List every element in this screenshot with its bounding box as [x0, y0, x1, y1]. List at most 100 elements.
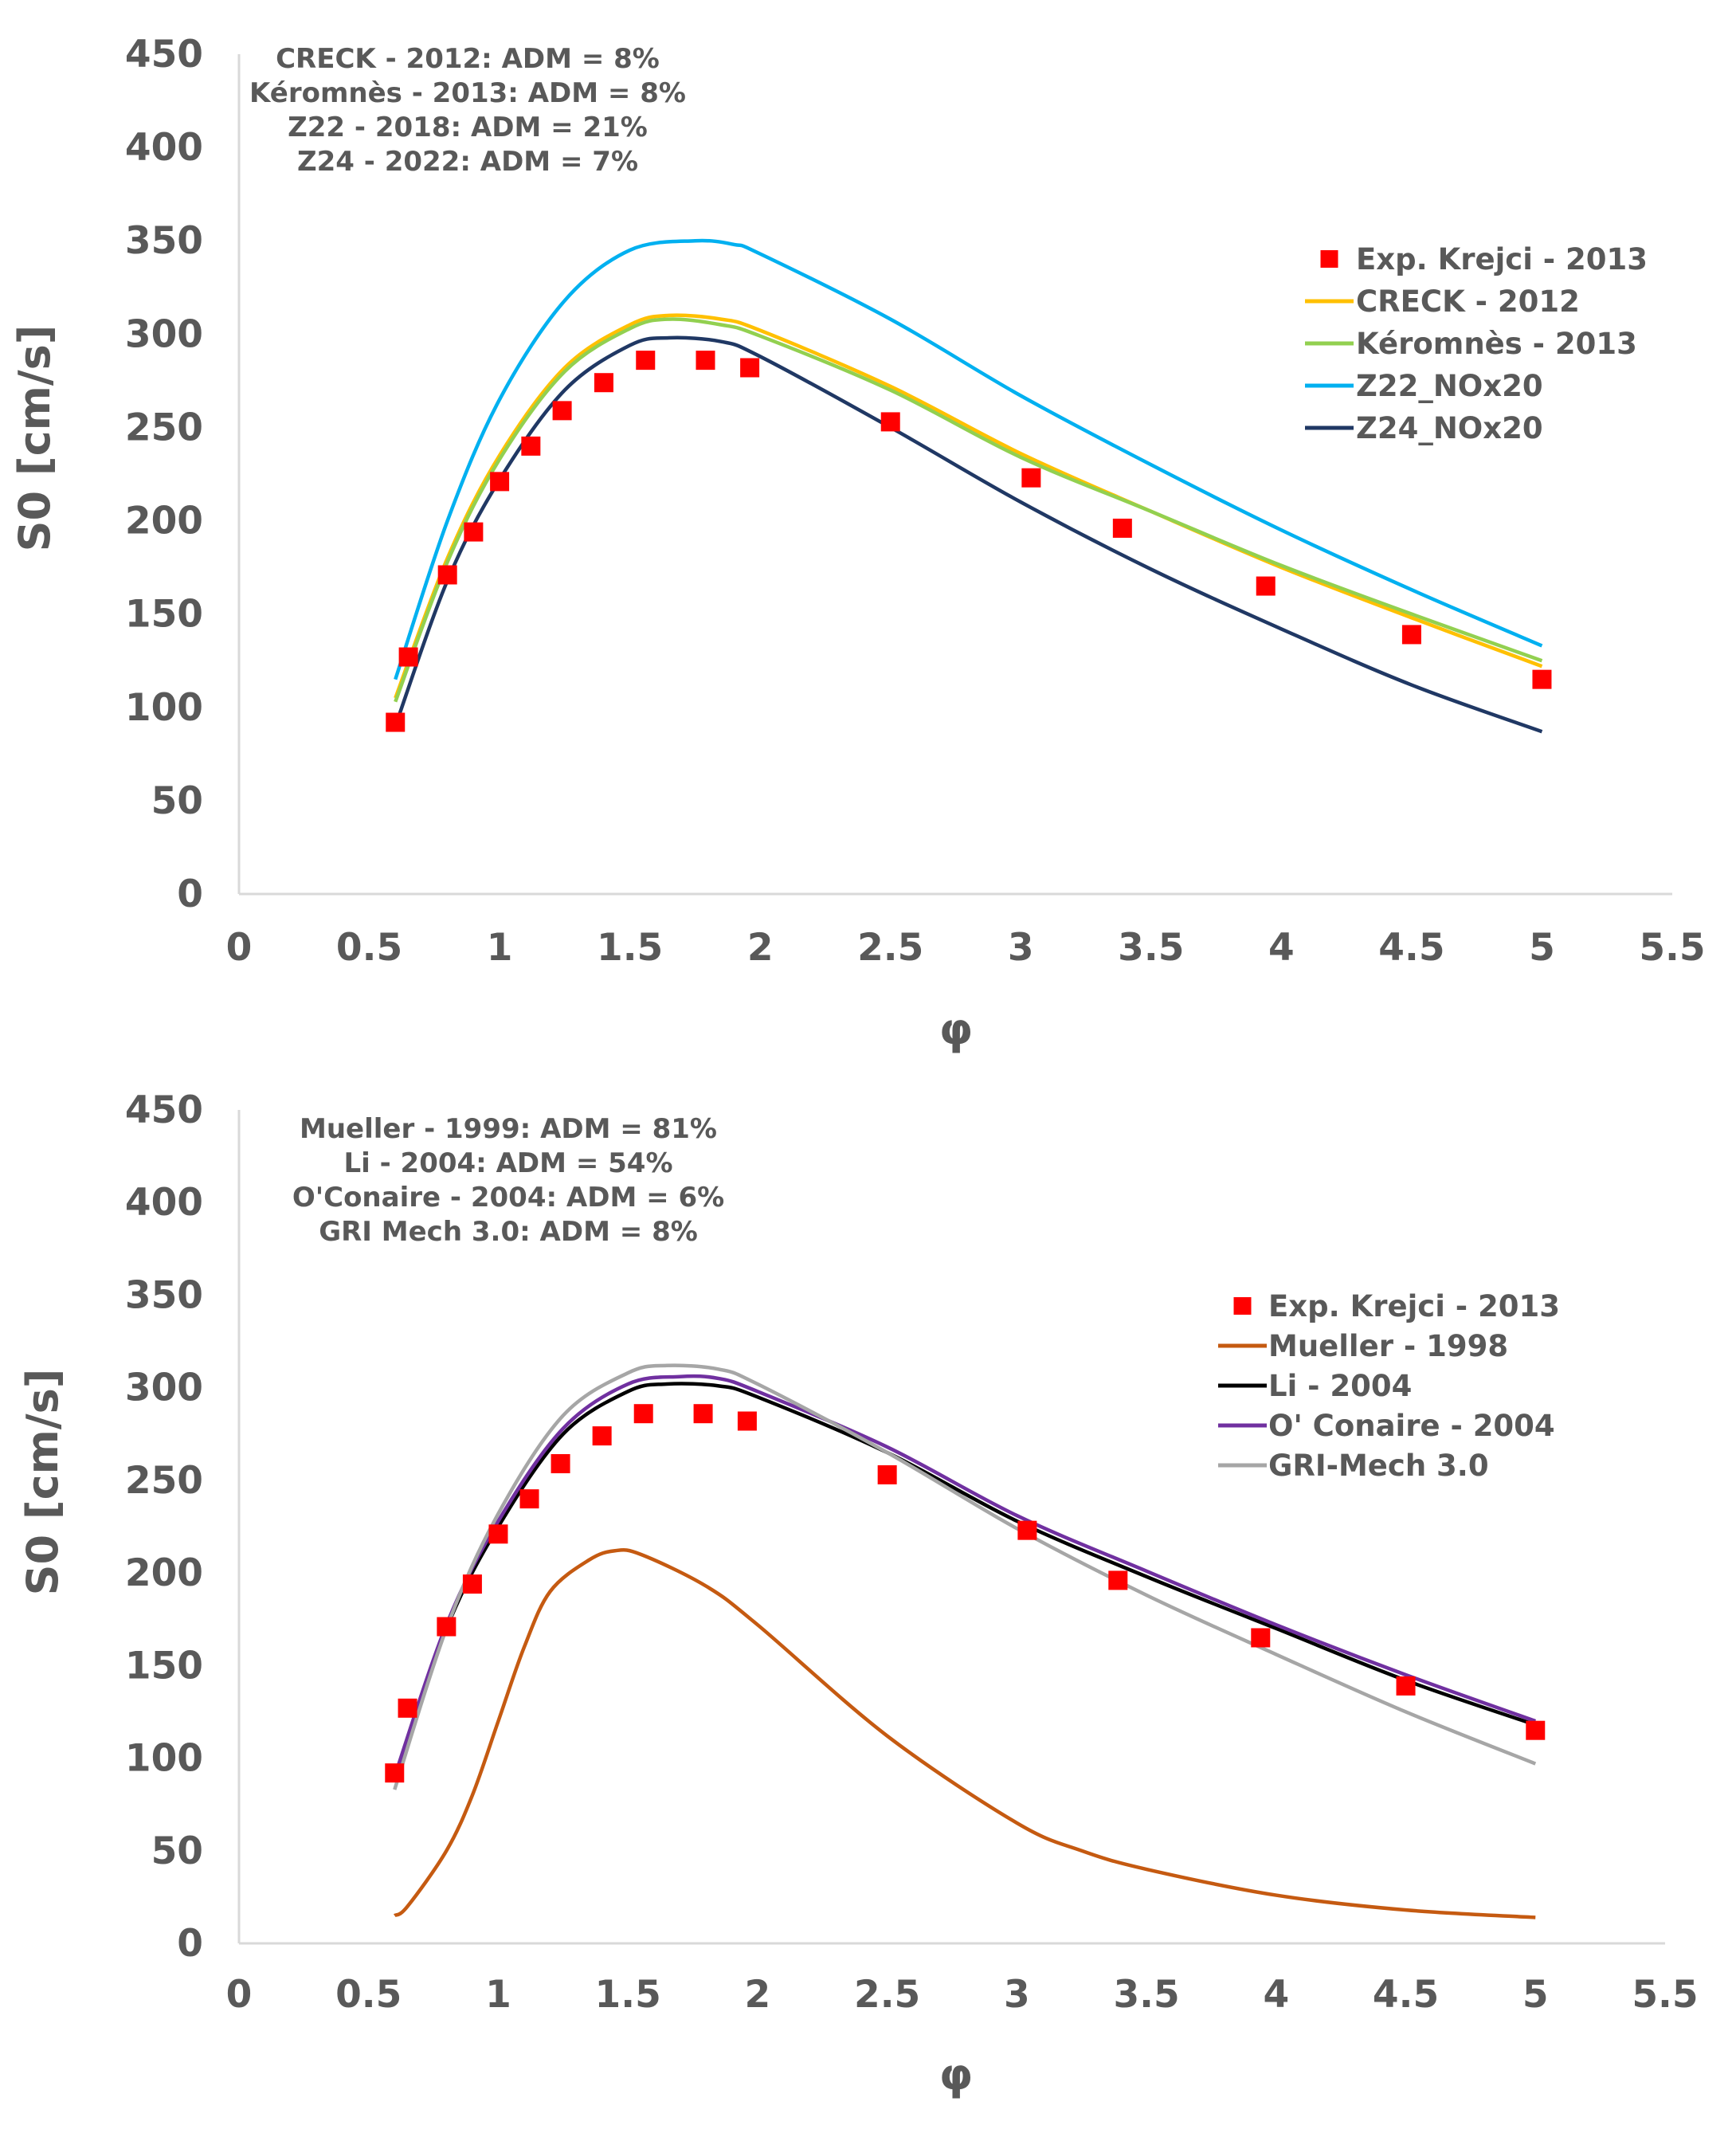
adm-annotation: Li - 2004: ADM = 54%: [343, 1147, 672, 1179]
x-tick-label: 3.5: [1118, 926, 1184, 970]
y-tick-label: 450: [125, 33, 203, 76]
exp-data-point: [437, 1617, 457, 1637]
y-tick-label: 250: [125, 406, 203, 449]
exp-data-point: [1251, 1628, 1271, 1648]
x-tick-label: 4: [1268, 926, 1295, 970]
y-tick-label: 350: [125, 1273, 203, 1317]
x-axis-label: φ: [939, 1004, 973, 1054]
x-tick-label: 5: [1529, 926, 1555, 970]
exp-data-point: [1532, 669, 1552, 689]
y-tick-label: 400: [125, 126, 203, 170]
legend-label: Mueller - 1998: [1268, 1329, 1508, 1363]
legend-label: Z22_NOx20: [1356, 369, 1543, 403]
exp-data-point: [737, 1411, 757, 1431]
exp-data-point: [1256, 576, 1276, 596]
exp-data-point: [437, 565, 457, 585]
exp-data-point: [696, 351, 715, 371]
series-line-o-conaire-2004: [393, 1374, 1537, 1778]
adm-annotation: Mueller - 1999: ADM = 81%: [300, 1113, 717, 1145]
y-tick-label: 150: [125, 1644, 203, 1688]
exp-data-point: [1017, 1520, 1037, 1540]
exp-data-point: [633, 1404, 653, 1424]
legend-label: Z24_NOx20: [1356, 411, 1543, 445]
x-tick-label: 5.5: [1632, 1973, 1698, 2017]
x-tick-label: 1.5: [597, 926, 663, 970]
x-tick-label: 3: [1008, 926, 1034, 970]
y-tick-label: 400: [125, 1181, 203, 1225]
adm-annotation: Z24 - 2022: ADM = 7%: [297, 146, 638, 178]
legend-label: Exp. Krejci - 2013: [1268, 1289, 1560, 1323]
exp-data-point: [398, 647, 418, 667]
x-tick-label: 1: [487, 926, 513, 970]
legend: Exp. Krejci - 2013 Mueller - 1998 Li - 200…: [1218, 1289, 1560, 1483]
x-tick-label: 1: [485, 1973, 511, 2017]
x-tick-label: 0.5: [336, 926, 402, 970]
exp-data-point: [519, 1489, 539, 1509]
exp-data-point: [740, 358, 760, 378]
x-tick-label: 2: [747, 926, 774, 970]
exp-data-point: [464, 522, 484, 542]
y-tick-label: 450: [125, 1088, 203, 1132]
series-line-z22-nox20: [394, 238, 1543, 680]
exp-data-point: [552, 401, 572, 421]
x-tick-label: 5.5: [1639, 926, 1705, 970]
x-tick-label: 2.5: [857, 926, 923, 970]
y-axis-label: S0 [cm/s]: [18, 1369, 68, 1596]
exp-data-point: [877, 1464, 897, 1484]
adm-annotation: Kéromnès - 2013: ADM = 8%: [249, 77, 686, 109]
x-tick-label: 4.5: [1373, 1973, 1439, 2017]
x-tick-label: 4: [1263, 1973, 1289, 2017]
series-line-li-2004: [393, 1382, 1536, 1782]
exp-data-point: [636, 351, 656, 371]
x-axis-label: φ: [939, 2049, 973, 2100]
x-tick-label: 0: [226, 926, 253, 970]
exp-data-point: [594, 373, 613, 393]
exp-data-point: [1526, 1720, 1546, 1740]
legend-marker-exp: [1233, 1297, 1252, 1315]
y-axis-label: S0 [cm/s]: [10, 325, 60, 552]
exp-data-point: [385, 1763, 405, 1783]
exp-data-point: [490, 472, 510, 492]
legend-label: O' Conaire - 2004: [1268, 1409, 1555, 1443]
exp-data-point: [1401, 625, 1421, 645]
legend-label: Kéromnès - 2013: [1356, 327, 1637, 361]
series-line-k-romn-s-2013: [394, 317, 1543, 703]
x-tick-label: 4.5: [1378, 926, 1444, 970]
y-tick-label: 0: [177, 1922, 203, 1966]
series-line-gri-mech-3-0: [393, 1363, 1537, 1790]
x-tick-label: 2.5: [854, 1973, 920, 2017]
exp-data-point: [521, 436, 541, 456]
exp-data-point: [693, 1404, 713, 1424]
exp-data-point: [551, 1453, 570, 1473]
legend-marker-exp: [1320, 250, 1338, 268]
y-tick-label: 0: [177, 872, 203, 916]
chart-1: 0 50 100 150 200 250 300 350 400 450 0 0.5 1 1.5 2 2.5 3…: [10, 33, 1706, 1054]
exp-data-point: [592, 1426, 612, 1446]
legend-label: Li - 2004: [1268, 1369, 1412, 1403]
y-tick-label: 200: [125, 500, 203, 543]
adm-annotation: GRI Mech 3.0: ADM = 8%: [319, 1216, 698, 1248]
y-tick-label: 350: [125, 219, 203, 263]
y-tick-label: 50: [151, 1829, 203, 1873]
exp-data-point: [386, 712, 406, 732]
x-tick-label: 1.5: [595, 1973, 661, 2017]
adm-annotation: CRECK - 2012: ADM = 8%: [276, 43, 660, 75]
exp-data-point: [488, 1524, 508, 1544]
y-tick-label: 100: [125, 686, 203, 730]
y-tick-label: 250: [125, 1459, 203, 1503]
y-tick-label: 300: [125, 1366, 203, 1410]
legend-label: CRECK - 2012: [1356, 284, 1580, 319]
y-tick-label: 50: [151, 779, 203, 823]
x-tick-label: 3: [1004, 1973, 1030, 2017]
y-tick-label: 150: [125, 593, 203, 637]
x-tick-label: 0: [226, 1973, 253, 2017]
exp-data-point: [398, 1698, 417, 1718]
series-line-mueller-1998: [393, 1547, 1536, 1919]
x-tick-label: 0.5: [335, 1973, 402, 2017]
x-tick-label: 5: [1522, 1973, 1549, 2017]
adm-annotation: Z22 - 2018: ADM = 21%: [288, 112, 648, 143]
adm-annotation: O'Conaire - 2004: ADM = 6%: [292, 1182, 724, 1214]
exp-data-point: [880, 412, 900, 432]
y-tick-label: 200: [125, 1551, 203, 1595]
